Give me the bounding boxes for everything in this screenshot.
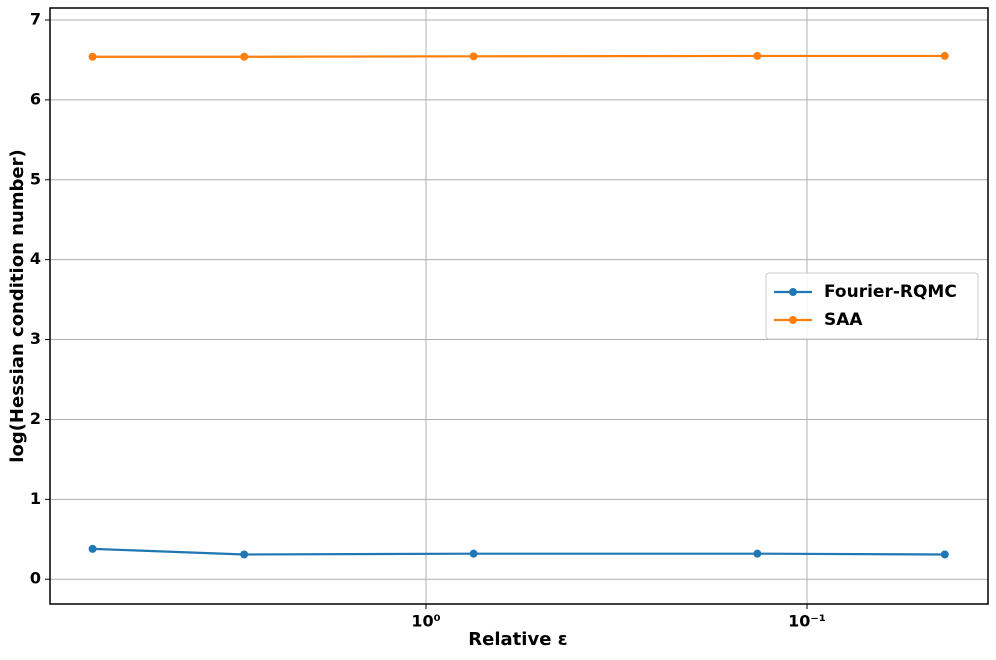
data-point <box>88 52 97 61</box>
data-point <box>240 52 249 61</box>
data-point <box>940 51 949 60</box>
data-point <box>753 51 762 60</box>
legend-label: Fourier-RQMC <box>824 282 957 302</box>
series-line <box>92 54 945 58</box>
y-tick-label: 3 <box>30 329 41 348</box>
legend-marker <box>789 316 797 324</box>
data-point <box>469 549 478 558</box>
legend-marker <box>789 288 797 296</box>
y-tick-label: 4 <box>30 249 41 268</box>
series-line <box>92 547 945 556</box>
plot-frame <box>49 7 989 605</box>
data-point <box>753 549 762 558</box>
x-tick-label: 10⁻¹ <box>788 612 826 631</box>
data-point <box>469 52 478 61</box>
y-tick-label: 7 <box>30 9 41 28</box>
data-point <box>240 550 249 559</box>
data-point <box>88 544 97 553</box>
legend: Fourier-RQMC SAA <box>765 272 979 340</box>
data-point <box>940 550 949 559</box>
y-axis-label: log(Hessian condition number) <box>7 149 28 462</box>
y-tick-label: 0 <box>30 569 41 588</box>
y-tick-label: 2 <box>30 409 41 428</box>
y-tick-label: 1 <box>30 489 41 508</box>
y-tick-label: 5 <box>30 169 41 188</box>
x-tick-label: 10⁰ <box>411 612 440 631</box>
legend-box <box>765 272 979 340</box>
x-axis-label: Relative ε <box>468 629 567 650</box>
legend-label: SAA <box>824 310 863 330</box>
y-tick-label: 6 <box>30 89 41 108</box>
